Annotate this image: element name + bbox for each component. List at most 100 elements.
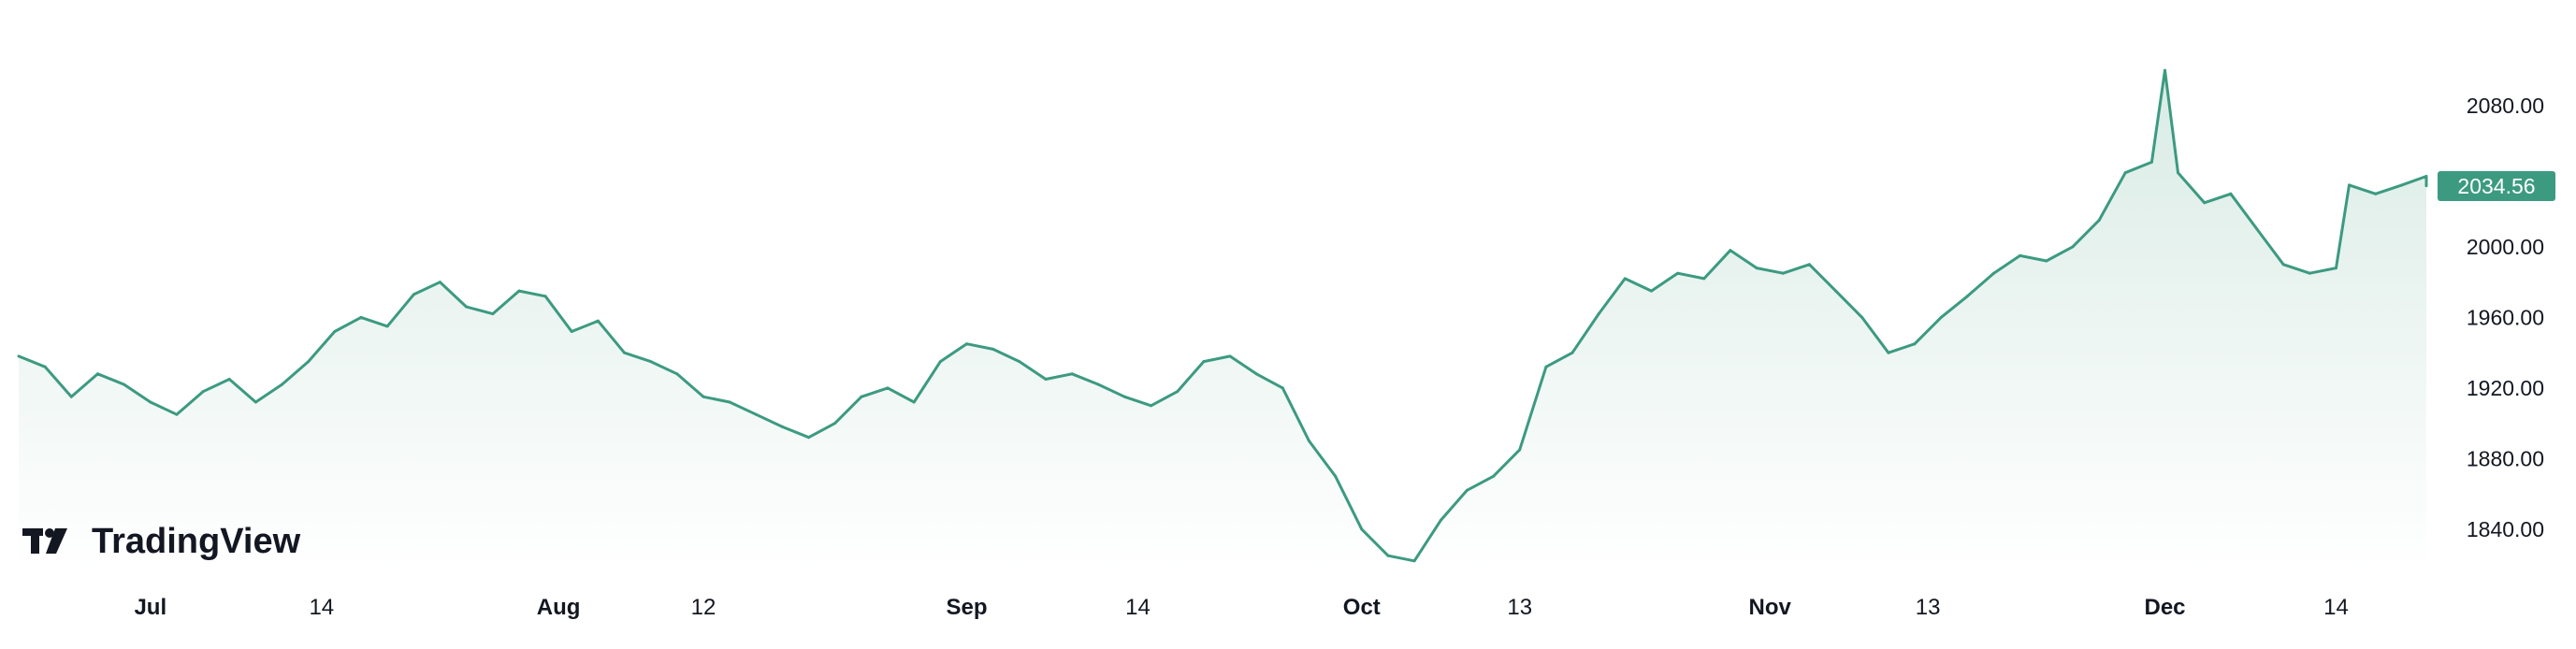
x-tick-label: 14 — [2323, 595, 2349, 620]
price-point — [938, 360, 942, 364]
price-point — [1702, 277, 1706, 281]
price-point — [1518, 448, 1522, 452]
price-point — [2424, 184, 2428, 188]
price-point — [543, 295, 547, 298]
price-point — [281, 382, 283, 386]
price-point — [123, 382, 126, 386]
price-point — [2203, 201, 2207, 205]
price-point — [1334, 474, 1338, 478]
price-point — [1623, 277, 1627, 281]
price-point — [596, 319, 600, 323]
price-point — [860, 395, 863, 398]
price-point — [359, 315, 363, 319]
price-point — [1807, 263, 1811, 267]
price-point — [1992, 271, 1995, 275]
tradingview-logo-text: TradingView — [92, 522, 301, 561]
price-point — [886, 386, 890, 390]
x-tick-label: Nov — [1749, 595, 1792, 620]
price-point — [1834, 289, 1838, 293]
y-tick-label: 2080.00 — [2467, 94, 2544, 118]
x-tick-label: 13 — [1916, 595, 1941, 620]
price-point — [2045, 259, 2048, 263]
price-point — [1308, 440, 1310, 442]
price-point — [2424, 175, 2428, 178]
price-point — [623, 351, 626, 354]
y-axis: 1840.00 1880.00 1920.00 1960.00 2000.00 2080.… — [2467, 94, 2544, 541]
price-point — [1781, 271, 1785, 275]
y-tick-label: 2000.00 — [2467, 235, 2544, 259]
price-point — [1887, 351, 1890, 354]
price-point — [438, 281, 441, 284]
price-point — [1650, 289, 1653, 293]
price-point — [2071, 245, 2075, 249]
price-point — [465, 305, 469, 309]
price-point — [2164, 68, 2166, 72]
price-point — [1281, 386, 1284, 390]
x-tick-label: Oct — [1343, 595, 1381, 620]
price-point — [1150, 404, 1153, 408]
tradingview-logo-icon — [22, 528, 67, 554]
price-point — [1386, 554, 1390, 557]
last-price-badge-bg — [2438, 171, 2555, 201]
price-point — [2400, 183, 2404, 187]
price-point — [1570, 351, 1574, 354]
price-point — [2123, 171, 2127, 175]
price-point — [491, 312, 495, 316]
price-point — [2255, 227, 2259, 231]
tradingview-logo[interactable]: TradingView — [22, 522, 301, 561]
price-point — [1965, 295, 1969, 298]
price-point — [702, 395, 705, 398]
x-tick-label: 12 — [691, 595, 716, 620]
price-point — [1044, 378, 1048, 381]
price-point — [649, 360, 653, 364]
price-point — [1729, 249, 1732, 252]
price-point — [307, 360, 311, 364]
price-point — [1939, 315, 1943, 319]
price-point — [1070, 372, 1074, 376]
price-point — [1096, 382, 1100, 386]
price-point — [227, 378, 231, 381]
price-point — [333, 330, 337, 333]
price-point — [1465, 488, 1469, 492]
price-point — [2019, 253, 2022, 257]
price-point — [991, 347, 995, 351]
price-point — [1597, 312, 1600, 316]
price-point — [965, 342, 968, 346]
price-point — [253, 400, 257, 404]
price-point — [2335, 267, 2337, 270]
price-point — [2177, 171, 2179, 175]
price-point — [1492, 474, 1496, 478]
x-tick-label: Dec — [2144, 595, 2185, 620]
price-point — [912, 400, 916, 404]
price-point — [69, 395, 73, 398]
price-point — [1254, 372, 1258, 376]
price-point — [43, 365, 47, 368]
x-tick-label: 13 — [1507, 595, 1532, 620]
price-point — [1360, 527, 1364, 531]
price-point — [2097, 219, 2101, 223]
price-point — [728, 400, 731, 404]
x-tick-label: Sep — [946, 595, 987, 620]
price-point — [2374, 192, 2378, 195]
y-tick-label: 1880.00 — [2467, 446, 2544, 470]
last-price-badge: 2034.56 — [2438, 171, 2555, 201]
price-point — [412, 293, 415, 296]
price-point — [1913, 342, 1917, 346]
price-area-fill — [19, 70, 2426, 570]
plot-area — [17, 68, 2428, 570]
price-point — [833, 422, 837, 425]
price-point — [517, 289, 521, 293]
price-point — [201, 390, 205, 394]
price-point — [1676, 271, 1680, 275]
price-point — [1202, 360, 1206, 364]
price-point — [807, 436, 811, 440]
price-point — [2281, 263, 2285, 267]
price-point — [2149, 160, 2153, 164]
last-price-label: 2034.56 — [2457, 174, 2535, 198]
price-point — [1122, 395, 1126, 398]
price-point — [96, 372, 99, 376]
price-point — [149, 400, 152, 404]
price-point — [17, 354, 21, 358]
x-tick-label: Jul — [134, 595, 166, 620]
